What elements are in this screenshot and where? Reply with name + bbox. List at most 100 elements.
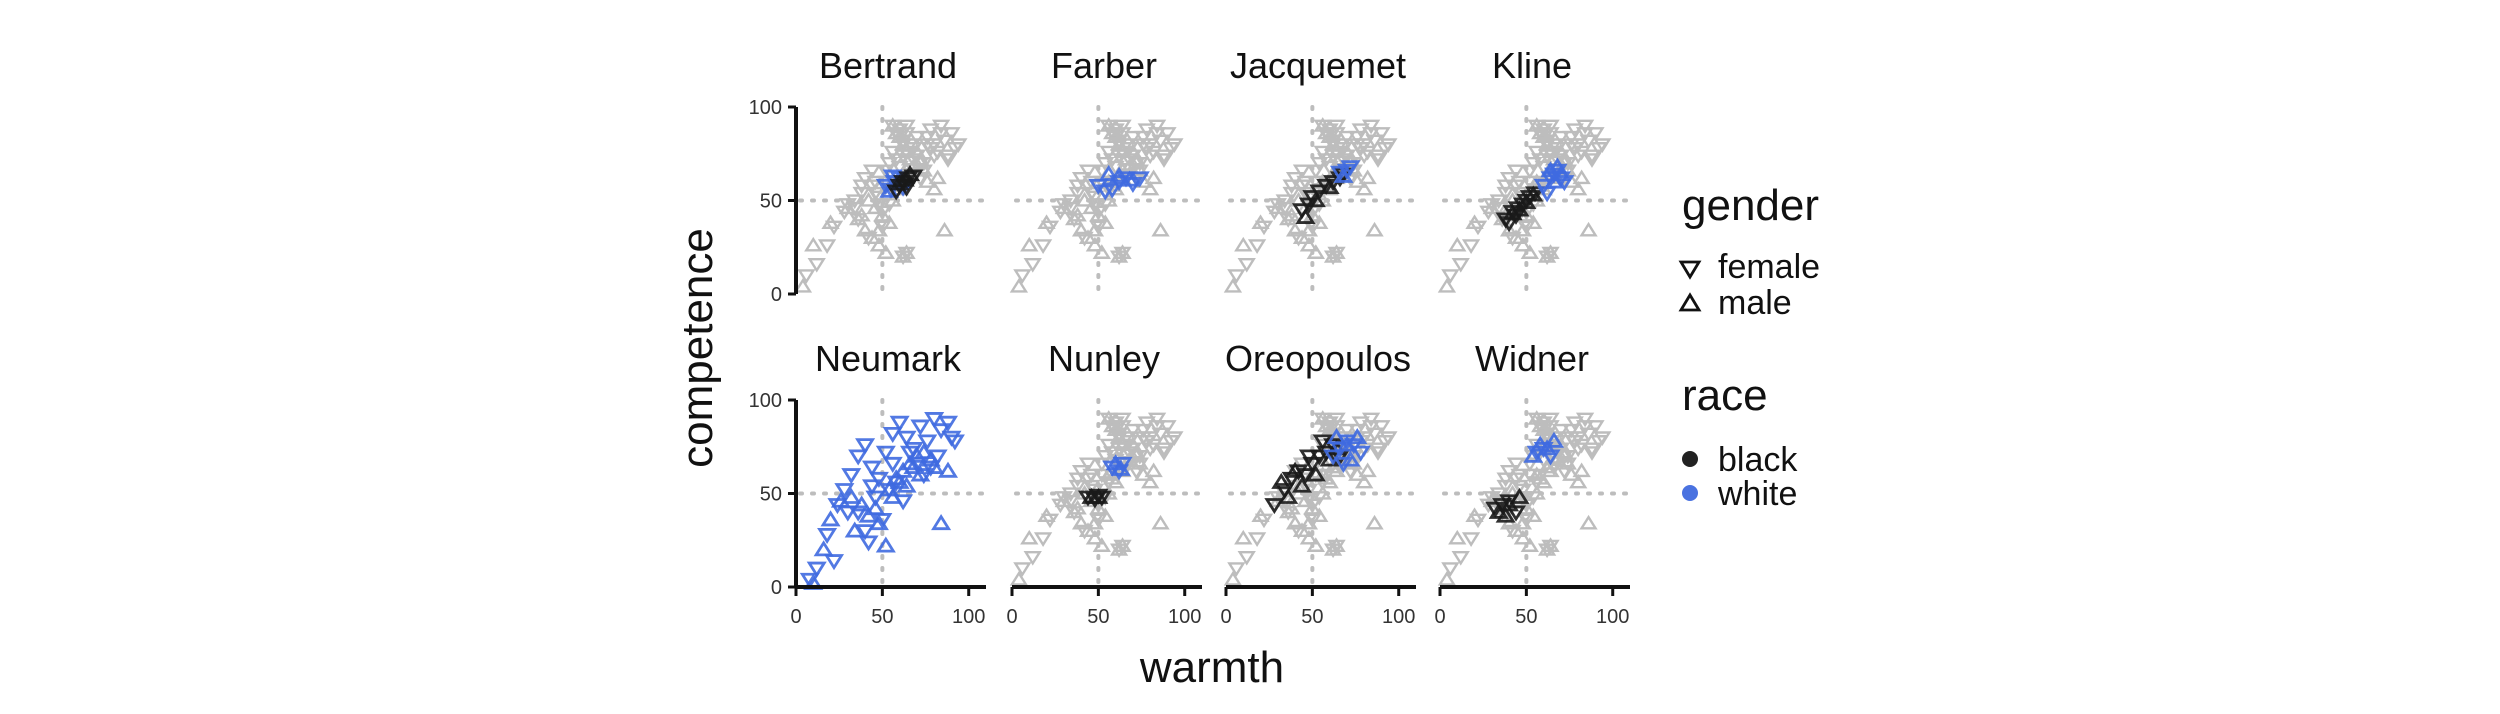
- background-point: [1569, 180, 1588, 196]
- data-point-white-female: [865, 490, 886, 507]
- data-point-black-female: [1264, 498, 1285, 515]
- data-point-black-female: [1298, 449, 1319, 466]
- background-point: [1368, 153, 1388, 168]
- data-point-black-male: [1502, 204, 1523, 221]
- y-tick-label: 100: [749, 97, 782, 119]
- background-point: [1379, 431, 1398, 446]
- background-point: [869, 236, 889, 252]
- data-point-black-male: [1285, 461, 1306, 478]
- data-point-white-male: [1537, 439, 1558, 456]
- panel-kline: Kline: [1437, 45, 1632, 296]
- background-point: [1368, 446, 1388, 461]
- background-point: [1565, 435, 1584, 450]
- background-point: [1054, 492, 1073, 508]
- background-point: [1586, 127, 1605, 142]
- background-point: [1372, 420, 1391, 435]
- background-point: [1520, 164, 1539, 180]
- legend-gender-title: gender: [1682, 181, 1819, 230]
- background-point: [1327, 244, 1346, 259]
- background-point: [1541, 244, 1560, 259]
- background-point: [852, 206, 871, 222]
- background-point: [1268, 198, 1287, 213]
- background-point: [1085, 190, 1105, 206]
- background-point: [1009, 570, 1029, 586]
- background-point: [1586, 420, 1605, 435]
- background-point: [1033, 532, 1053, 547]
- background-point: [1085, 529, 1105, 545]
- data-point-white-female: [855, 524, 876, 541]
- background-point: [1327, 537, 1346, 552]
- background-point: [1103, 153, 1122, 168]
- background-point: [817, 239, 837, 254]
- background-point: [1496, 186, 1515, 202]
- background-point: [887, 124, 906, 140]
- data-point-white-male: [1530, 435, 1551, 452]
- background-point: [1068, 479, 1087, 495]
- background-point: [1282, 499, 1301, 515]
- background-point: [1351, 142, 1370, 157]
- panel-title: Farber: [1051, 45, 1157, 86]
- panel-title: Jacquemet: [1230, 45, 1406, 86]
- panel-title: Widner: [1475, 338, 1589, 379]
- background-point: [1506, 457, 1526, 473]
- data-point-white-female: [855, 438, 876, 455]
- background-point: [1033, 239, 1053, 254]
- panel-title: Kline: [1492, 45, 1572, 86]
- background-point: [1151, 221, 1170, 237]
- background-point: [1579, 221, 1598, 237]
- background-point: [1285, 221, 1305, 237]
- panel-oreopoulos: Oreopoulos 0 50 100: [1220, 338, 1418, 628]
- background-point: [1085, 236, 1105, 252]
- background-point: [793, 277, 813, 293]
- data-point-white-male: [1333, 166, 1354, 183]
- background-point: [1013, 562, 1032, 577]
- background-point: [1506, 229, 1526, 244]
- data-point-white-female: [1102, 182, 1123, 199]
- data-point-white-female: [861, 479, 883, 496]
- background-point: [1158, 127, 1177, 142]
- background-point: [1299, 529, 1319, 545]
- background-point: [1451, 550, 1470, 566]
- background-point: [1127, 150, 1146, 166]
- background-point: [1513, 529, 1533, 545]
- background-point: [862, 229, 882, 244]
- legend-white-dot-icon: [1682, 485, 1698, 501]
- data-point-white-male: [868, 514, 889, 531]
- background-point: [1575, 127, 1595, 142]
- background-point: [1299, 221, 1319, 237]
- background-point: [1137, 142, 1156, 157]
- background-point: [1361, 127, 1381, 142]
- x-tick-label: 50: [1301, 606, 1323, 628]
- x-tick-label: 100: [1168, 606, 1201, 628]
- data-point-white-female: [1350, 445, 1371, 462]
- data-point-white-female: [868, 471, 889, 488]
- background-point: [1068, 499, 1087, 515]
- background-point: [1582, 446, 1602, 461]
- background-point: [1541, 412, 1560, 428]
- panel-jacquemet: Jacquemet: [1223, 45, 1418, 296]
- data-point-white-female: [806, 561, 827, 578]
- data-point-white-male: [820, 510, 841, 527]
- background-point: [1234, 529, 1253, 545]
- background-point: [1123, 130, 1143, 146]
- background-point: [1593, 138, 1612, 153]
- background-point: [1582, 153, 1602, 168]
- background-point: [925, 180, 944, 196]
- background-point: [1310, 214, 1329, 230]
- background-point: [1247, 239, 1267, 254]
- data-point-black-male: [1305, 465, 1326, 482]
- background-point: [1441, 269, 1460, 284]
- x-tick-label: 0: [1006, 606, 1017, 628]
- background-point: [1127, 443, 1146, 459]
- background-point: [804, 236, 823, 252]
- data-point-white-male: [889, 472, 910, 489]
- background-point: [1482, 491, 1501, 506]
- data-point-white-male: [1326, 428, 1347, 445]
- background-point: [1037, 214, 1056, 230]
- background-point: [1541, 119, 1560, 135]
- background-point: [1113, 143, 1132, 158]
- background-point: [1154, 149, 1174, 165]
- background-point: [921, 142, 940, 157]
- legend-male-triangle-up-icon: [1678, 292, 1702, 312]
